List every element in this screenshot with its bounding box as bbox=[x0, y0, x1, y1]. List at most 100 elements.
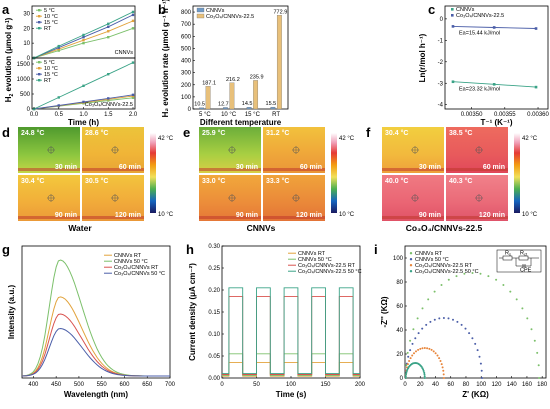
impedance-point bbox=[447, 317, 450, 320]
x-axis-label: Time (s) bbox=[276, 390, 307, 399]
impedance-point bbox=[432, 350, 435, 353]
impedance-point bbox=[464, 327, 467, 330]
ytick-label: 10 bbox=[23, 41, 30, 47]
bar bbox=[276, 15, 282, 110]
bar-value-label: 15.5 bbox=[266, 101, 277, 107]
y-axis-label: -Z'' (KΩ) bbox=[380, 296, 389, 327]
max-temperature-label: 25.9 °C bbox=[202, 129, 225, 137]
ytick-label: 0.00 bbox=[208, 376, 220, 382]
thermal-band bbox=[18, 216, 80, 219]
impedance-point bbox=[538, 377, 541, 379]
impedance-point bbox=[474, 342, 477, 345]
data-point bbox=[107, 36, 110, 39]
thermal-band bbox=[199, 168, 261, 171]
temperature-scale-bar bbox=[514, 133, 520, 213]
impedance-point bbox=[417, 348, 420, 351]
ytick-label: 40 bbox=[396, 328, 403, 334]
y-axis-label: H2 evolution (μmol g-1) bbox=[4, 17, 15, 102]
impedance-point bbox=[441, 366, 444, 369]
spectrum-line bbox=[21, 327, 170, 377]
xtick-label: 0.00350 bbox=[461, 112, 483, 118]
legend-entry: 10 °C bbox=[44, 14, 58, 20]
time-label: 30 min bbox=[55, 164, 77, 171]
max-temperature-label: 40.3 °C bbox=[449, 177, 472, 185]
impedance-point bbox=[455, 275, 458, 278]
impedance-point bbox=[427, 298, 430, 301]
plot-frame bbox=[444, 5, 549, 110]
ytick-label: 0.10 bbox=[208, 332, 220, 338]
ytick-label: 30 bbox=[23, 11, 30, 17]
legend-entry: Co₃O₄/CNNVs-22.5 50 °C bbox=[298, 269, 362, 275]
impedance-point bbox=[411, 354, 414, 357]
xtick-label: 1.0 bbox=[79, 112, 88, 118]
legend-marker bbox=[38, 9, 41, 12]
panel-label-g: g bbox=[2, 242, 10, 257]
temperature-scale-bar bbox=[150, 133, 156, 213]
impedance-point bbox=[460, 323, 463, 326]
time-label: 60 min bbox=[300, 164, 322, 171]
thermal-band bbox=[199, 216, 261, 219]
data-point bbox=[107, 97, 110, 100]
data-point bbox=[131, 96, 135, 99]
ytick-label: 0 bbox=[440, 17, 444, 23]
impedance-point bbox=[476, 349, 479, 352]
thermal-band bbox=[82, 216, 144, 219]
impedance-point bbox=[456, 320, 459, 323]
bar-value-label: 772.9 bbox=[273, 9, 287, 15]
max-temperature-label: 33.3 °C bbox=[266, 177, 289, 185]
impedance-point bbox=[495, 278, 498, 281]
impedance-point bbox=[404, 377, 407, 379]
impedance-point bbox=[442, 373, 445, 376]
impedance-point bbox=[537, 364, 540, 367]
legend-entry: Co₃O₄/CNNVs-22.5 RT bbox=[415, 263, 473, 269]
impedance-point bbox=[521, 307, 524, 310]
data-point bbox=[82, 41, 85, 45]
scale-min-label: 10 °C bbox=[158, 212, 174, 218]
data-point bbox=[131, 13, 135, 17]
legend-marker bbox=[38, 27, 41, 30]
data-point bbox=[82, 36, 85, 39]
impedance-point bbox=[430, 348, 433, 351]
impedance-point bbox=[440, 363, 443, 366]
y-axis-label: Current density (μA cm⁻²) bbox=[188, 263, 197, 361]
impedance-point bbox=[436, 354, 439, 357]
impedance-point bbox=[417, 332, 420, 335]
ytick-label: 500 bbox=[181, 46, 192, 52]
resistor-icon bbox=[502, 255, 513, 261]
impedance-point bbox=[452, 318, 454, 321]
impedance-point bbox=[405, 373, 407, 376]
impedance-point bbox=[471, 272, 474, 274]
impedance-point bbox=[479, 362, 482, 365]
data-point bbox=[57, 47, 60, 51]
scale-max-label: 42 °C bbox=[339, 136, 355, 142]
ytick-label: 100 bbox=[181, 95, 192, 101]
xtick-label: 2.0 bbox=[129, 112, 138, 118]
x-axis-label: Z' (KΩ) bbox=[462, 390, 489, 399]
bar bbox=[205, 86, 211, 110]
impedance-point bbox=[423, 375, 426, 378]
xtick-label: 400 bbox=[28, 382, 39, 388]
data-point bbox=[107, 30, 110, 33]
time-label: 90 min bbox=[55, 212, 77, 219]
legend-entry: Co₃O₄/CNNVs-22.5 bbox=[456, 13, 504, 19]
x-axis-label: Different temperature bbox=[200, 118, 282, 127]
bar bbox=[270, 106, 276, 110]
impedance-point bbox=[422, 368, 425, 371]
ytick-label: 300 bbox=[181, 71, 192, 77]
y-axis-label: Intensity (a.u.) bbox=[7, 285, 16, 340]
ytick-label: 0 bbox=[188, 107, 192, 113]
xtick-label: 650 bbox=[142, 382, 153, 388]
ytick-label: 0.05 bbox=[208, 354, 220, 360]
spectrum-line bbox=[22, 313, 170, 377]
spectrum-line bbox=[21, 259, 170, 377]
thermal-band bbox=[382, 168, 444, 171]
data-point bbox=[57, 49, 60, 52]
xtick-label: 5 °C bbox=[199, 112, 211, 118]
impedance-point bbox=[422, 370, 425, 372]
ytick-label: -2 bbox=[438, 60, 444, 66]
thermal-band bbox=[82, 168, 144, 171]
impedance-point bbox=[407, 355, 410, 358]
scale-min-label: 10 °C bbox=[522, 212, 538, 218]
impedance-point bbox=[412, 328, 415, 331]
impedance-point bbox=[440, 284, 443, 286]
